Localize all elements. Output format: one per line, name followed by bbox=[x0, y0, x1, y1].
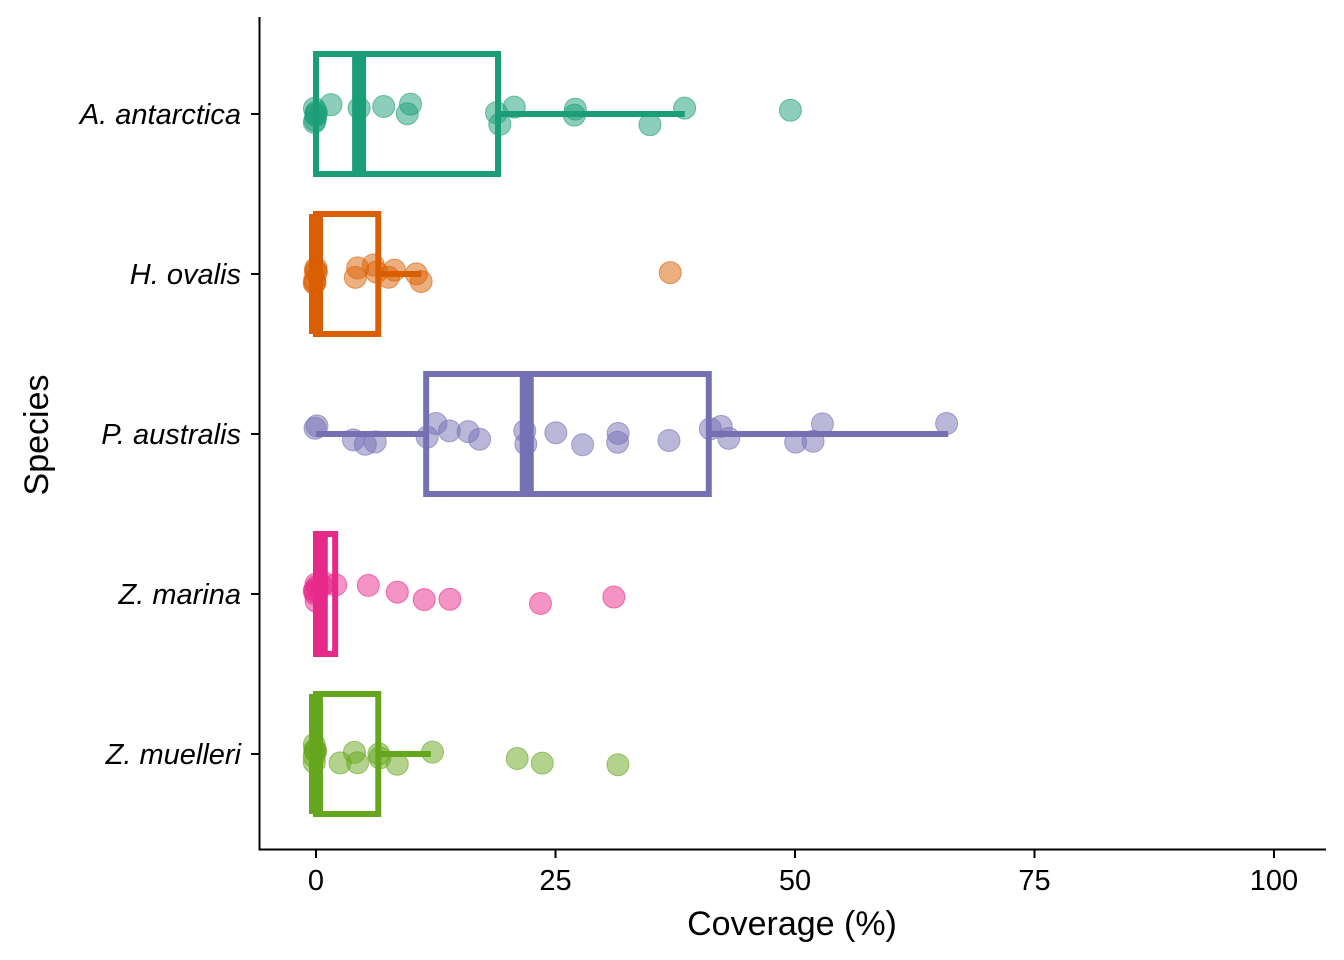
y-axis-title: Species bbox=[18, 375, 56, 496]
data-point bbox=[468, 427, 492, 451]
data-point bbox=[935, 411, 959, 435]
data-point bbox=[602, 585, 626, 609]
category-label: Z. marina bbox=[118, 579, 241, 611]
data-point bbox=[502, 95, 526, 119]
category-label: A. antarctica bbox=[78, 99, 241, 131]
series-group bbox=[303, 371, 959, 497]
data-point bbox=[324, 573, 348, 597]
series-group bbox=[302, 51, 802, 177]
x-tick-label: 50 bbox=[779, 865, 811, 897]
data-point bbox=[544, 421, 568, 445]
data-point bbox=[304, 739, 328, 763]
data-point bbox=[810, 412, 834, 436]
data-point bbox=[563, 97, 587, 121]
data-point bbox=[409, 269, 433, 293]
tick-labels: 0 25 50 75 100 A. antarctica H. ovalis P. austr… bbox=[78, 99, 1298, 897]
data-point bbox=[305, 414, 329, 438]
plot-area bbox=[302, 51, 959, 817]
data-point bbox=[606, 753, 630, 777]
data-point bbox=[606, 421, 630, 445]
x-tick-label: 100 bbox=[1250, 865, 1298, 897]
series-group bbox=[302, 691, 630, 817]
category-label: H. ovalis bbox=[130, 259, 241, 291]
data-point bbox=[530, 751, 554, 775]
data-point bbox=[438, 587, 462, 611]
series-group bbox=[302, 211, 682, 337]
data-point bbox=[347, 96, 371, 120]
data-point bbox=[421, 740, 445, 764]
data-point bbox=[505, 746, 529, 770]
axes bbox=[251, 17, 1326, 858]
data-point bbox=[363, 430, 387, 454]
series-group bbox=[302, 531, 626, 657]
data-point bbox=[356, 573, 380, 597]
category-label: Z. muelleri bbox=[105, 739, 243, 771]
data-point bbox=[673, 96, 697, 120]
data-point bbox=[385, 752, 409, 776]
data-point bbox=[304, 260, 328, 284]
data-point bbox=[346, 751, 370, 775]
data-point bbox=[399, 92, 423, 116]
x-tick-label: 0 bbox=[308, 865, 324, 897]
data-point bbox=[385, 580, 409, 604]
data-point bbox=[638, 113, 662, 137]
data-point bbox=[571, 433, 595, 457]
data-point bbox=[778, 98, 802, 122]
data-point bbox=[513, 419, 537, 443]
data-point bbox=[319, 93, 343, 117]
x-tick-label: 25 bbox=[539, 865, 571, 897]
data-point bbox=[657, 428, 681, 452]
x-axis-title: Coverage (%) bbox=[687, 905, 897, 943]
x-tick-label: 75 bbox=[1018, 865, 1050, 897]
data-point bbox=[412, 588, 436, 612]
data-point bbox=[717, 426, 741, 450]
data-point bbox=[372, 94, 396, 118]
data-point bbox=[382, 258, 406, 282]
data-point bbox=[528, 591, 552, 615]
data-point bbox=[303, 108, 327, 132]
data-point bbox=[658, 261, 682, 285]
category-label: P. australis bbox=[101, 419, 241, 451]
